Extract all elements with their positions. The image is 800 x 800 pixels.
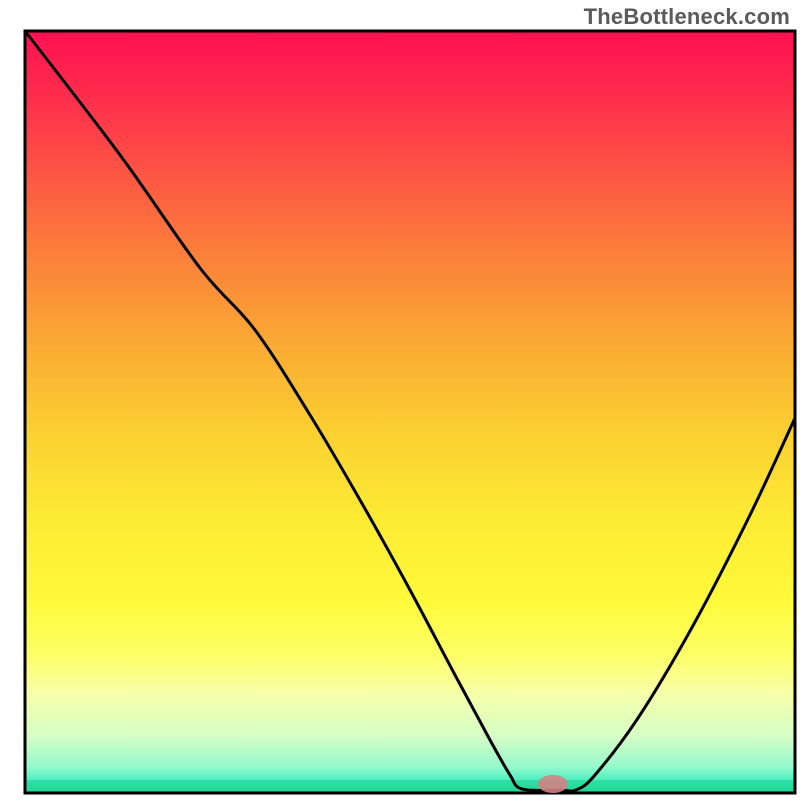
optimum-marker — [538, 775, 568, 793]
watermark-text: TheBottleneck.com — [584, 4, 790, 30]
bottleneck-chart — [0, 0, 800, 800]
chart-container: TheBottleneck.com — [0, 0, 800, 800]
gradient-background — [25, 31, 795, 794]
